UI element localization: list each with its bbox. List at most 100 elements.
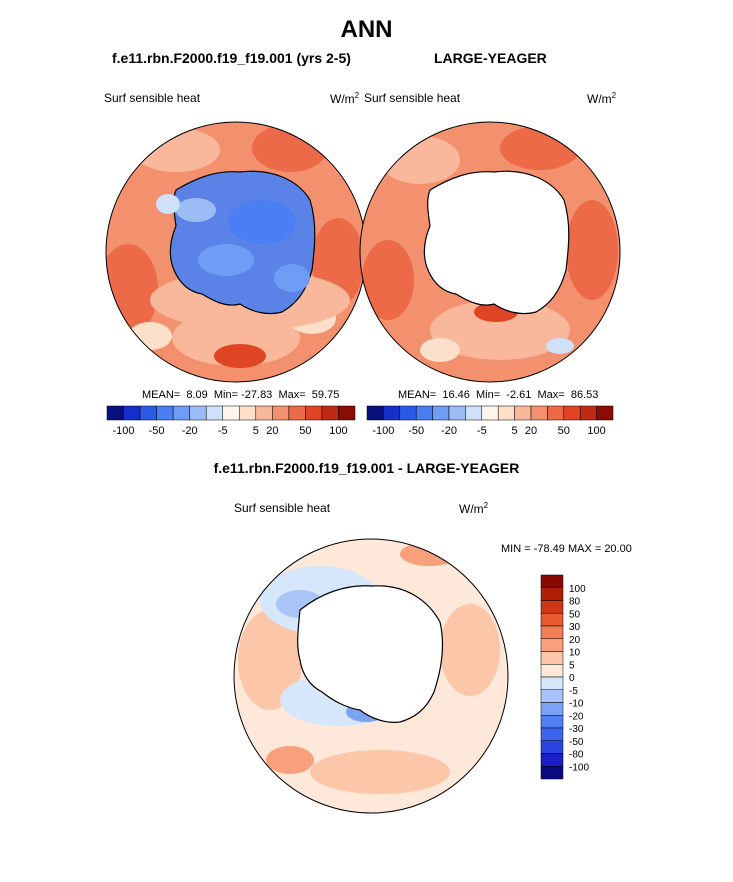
colorbar-swatch — [540, 715, 564, 729]
colorbar-swatch — [540, 625, 564, 639]
colorbar-label: -5 — [569, 686, 578, 697]
colorbar-label: 50 — [299, 425, 311, 437]
colorbar-swatch — [272, 405, 290, 421]
colorbar-label: -20 — [182, 425, 198, 437]
colorbar-swatch — [540, 727, 564, 741]
colorbar-swatch — [448, 405, 466, 421]
colorbar-label: -50 — [408, 425, 424, 437]
colorbar-swatch — [288, 405, 306, 421]
colorbar-label: 0 — [569, 673, 575, 684]
field-patch — [214, 344, 266, 368]
antarctica-continent — [423, 170, 570, 315]
colorbar-swatch — [540, 766, 564, 780]
field-patch — [132, 128, 220, 172]
colorbar-obs: -100 -50 -20 -5 5 20 50 100 — [366, 405, 614, 437]
colorbar-label: 100 — [587, 425, 605, 437]
field-label-right: Surf sensible heat — [364, 91, 461, 105]
colorbar-swatch — [465, 405, 483, 421]
colorbar-swatch — [222, 405, 240, 421]
colorbar-model: -100 -50 -20 -5 5 20 50 100 — [106, 405, 356, 437]
field-label-diff: Surf sensible heat — [234, 501, 331, 515]
difference-title: f.e11.rbn.F2000.f19_f19.001 - LARGE-YEAG… — [213, 460, 520, 476]
colorbar-swatch — [563, 405, 581, 421]
field-patch — [252, 124, 328, 172]
field-patch — [198, 244, 254, 276]
colorbar-swatch — [415, 405, 433, 421]
colorbar-swatch — [540, 664, 564, 678]
colorbar-label: 100 — [329, 425, 347, 437]
colorbar-label: -100 — [113, 425, 135, 437]
stats-left: MEAN= 8.09 Min= -27.83 Max= 59.75 — [142, 389, 340, 401]
colorbar-swatch — [432, 405, 450, 421]
colorbar-swatch — [514, 405, 532, 421]
stats-right: MEAN= 16.46 Min= -2.61 Max= 86.53 — [398, 389, 599, 401]
colorbar-swatch — [540, 613, 564, 627]
field-patch — [566, 200, 618, 300]
colorbar-label: -100 — [372, 425, 394, 437]
colorbar-swatch — [540, 753, 564, 767]
page-title: ANN — [340, 16, 393, 43]
colorbar-swatch — [540, 689, 564, 703]
colorbar-swatch — [106, 405, 124, 421]
units-label-right: W/m2 — [587, 91, 617, 106]
colorbar-label: 20 — [266, 425, 278, 437]
colorbar-label: 5 — [569, 660, 575, 671]
field-patch — [266, 746, 314, 774]
field-patch — [400, 542, 460, 566]
field-patch — [362, 240, 414, 320]
field-patch — [380, 136, 460, 184]
colorbar-swatch — [540, 638, 564, 652]
colorbar-label: -5 — [477, 425, 487, 437]
colorbar-swatch — [383, 405, 401, 421]
field-patch — [128, 322, 172, 350]
antarctica-continent — [297, 585, 444, 723]
colorbar-label: 10 — [569, 648, 581, 659]
colorbar-label: -10 — [569, 699, 584, 710]
colorbar-label: -50 — [149, 425, 165, 437]
field-patch — [420, 338, 460, 362]
colorbar-label: 80 — [569, 597, 581, 608]
colorbar-swatch — [540, 702, 564, 716]
colorbar-swatch — [481, 405, 499, 421]
colorbar-label: 30 — [569, 622, 581, 633]
colorbar-label: 100 — [569, 584, 586, 595]
map-border — [233, 538, 509, 814]
colorbar-label: -30 — [569, 724, 584, 735]
colorbar-label: -80 — [569, 750, 584, 761]
colorbar-swatch — [497, 405, 515, 421]
colorbar-label: -20 — [569, 711, 584, 722]
colorbar-label: 5 — [512, 425, 518, 437]
field-patch — [176, 198, 216, 222]
colorbar-label: 20 — [525, 425, 537, 437]
field-patch — [228, 200, 296, 244]
colorbar-swatch — [530, 405, 548, 421]
colorbar-swatch — [321, 405, 339, 421]
case-title-right: LARGE-YEAGER — [434, 50, 547, 66]
units-label-diff: W/m2 — [459, 501, 489, 516]
colorbar-label: -50 — [569, 737, 584, 748]
field-patch — [238, 610, 302, 710]
units-label-left: W/m2 — [330, 91, 360, 106]
colorbar-swatch — [239, 405, 257, 421]
map-border — [359, 121, 621, 383]
colorbar-swatch — [596, 405, 614, 421]
field-patch — [440, 604, 500, 696]
polar-map-difference — [233, 538, 509, 814]
field-label-left: Surf sensible heat — [104, 91, 201, 105]
colorbar-label: 50 — [558, 425, 570, 437]
field-patch — [430, 300, 570, 360]
colorbar-swatch — [579, 405, 597, 421]
colorbar-swatch — [338, 405, 356, 421]
polar-map-model — [105, 121, 367, 383]
field-patch — [310, 750, 450, 794]
colorbar-swatch — [540, 676, 564, 690]
colorbar-label: 20 — [569, 635, 581, 646]
colorbar-swatch — [123, 405, 141, 421]
colorbar-swatch — [399, 405, 417, 421]
colorbar-swatch — [305, 405, 323, 421]
polar-map-obs — [359, 121, 621, 383]
colorbar-label: -20 — [441, 425, 457, 437]
colorbar-swatch — [547, 405, 565, 421]
